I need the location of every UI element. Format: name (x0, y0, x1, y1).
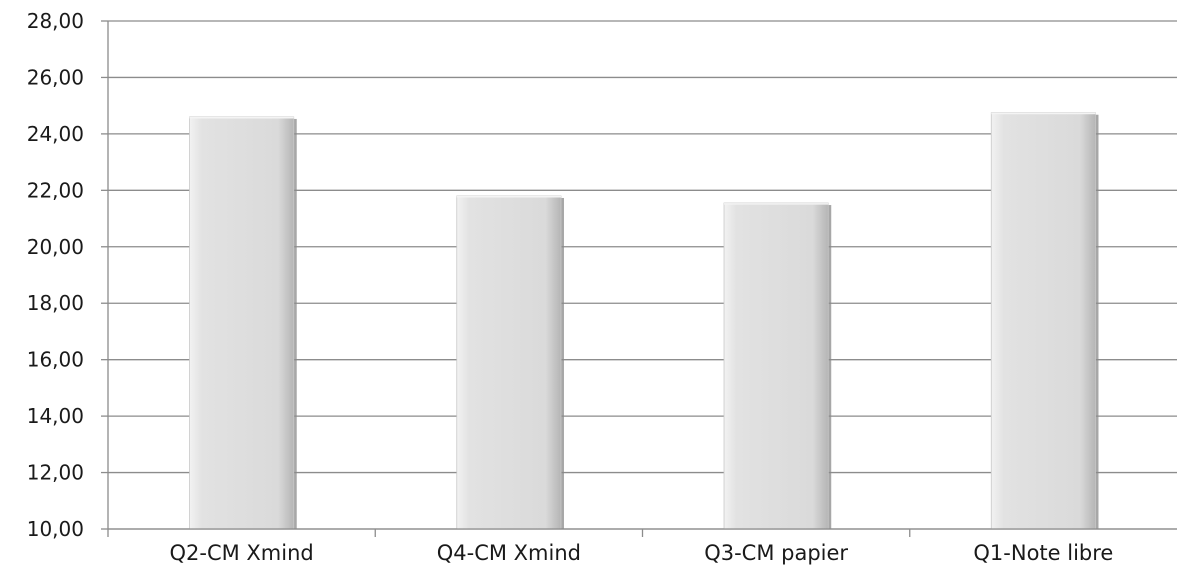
bar (456, 195, 562, 530)
bars (189, 112, 1099, 530)
y-tick-label: 28,00 (27, 9, 84, 33)
y-tick-label: 26,00 (27, 65, 84, 89)
y-tick-label: 16,00 (27, 348, 84, 372)
y-tick-label: 10,00 (27, 517, 84, 541)
y-tick-label: 22,00 (27, 178, 84, 202)
y-tick-label: 20,00 (27, 235, 84, 259)
y-tick-label: 24,00 (27, 122, 84, 146)
y-tick-labels: 10,00 12,00 14,00 16,00 18,00 20,00 22,00 24,00… (27, 9, 84, 541)
x-tick-label: Q1-Note libre (973, 541, 1113, 565)
x-tick-label: Q2-CM Xmind (170, 541, 314, 565)
bar (990, 112, 1096, 530)
y-tick-label: 12,00 (27, 461, 84, 485)
bar (189, 116, 295, 530)
x-tick-labels: Q2-CM Xmind Q4-CM Xmind Q3-CM papier Q1-Not… (170, 541, 1114, 565)
axes (101, 20, 1177, 537)
y-tick-label: 14,00 (27, 404, 84, 428)
bar (723, 202, 829, 530)
x-tick-label: Q3-CM papier (704, 541, 848, 565)
y-tick-label: 18,00 (27, 291, 84, 315)
x-tick-label: Q4-CM Xmind (437, 541, 581, 565)
